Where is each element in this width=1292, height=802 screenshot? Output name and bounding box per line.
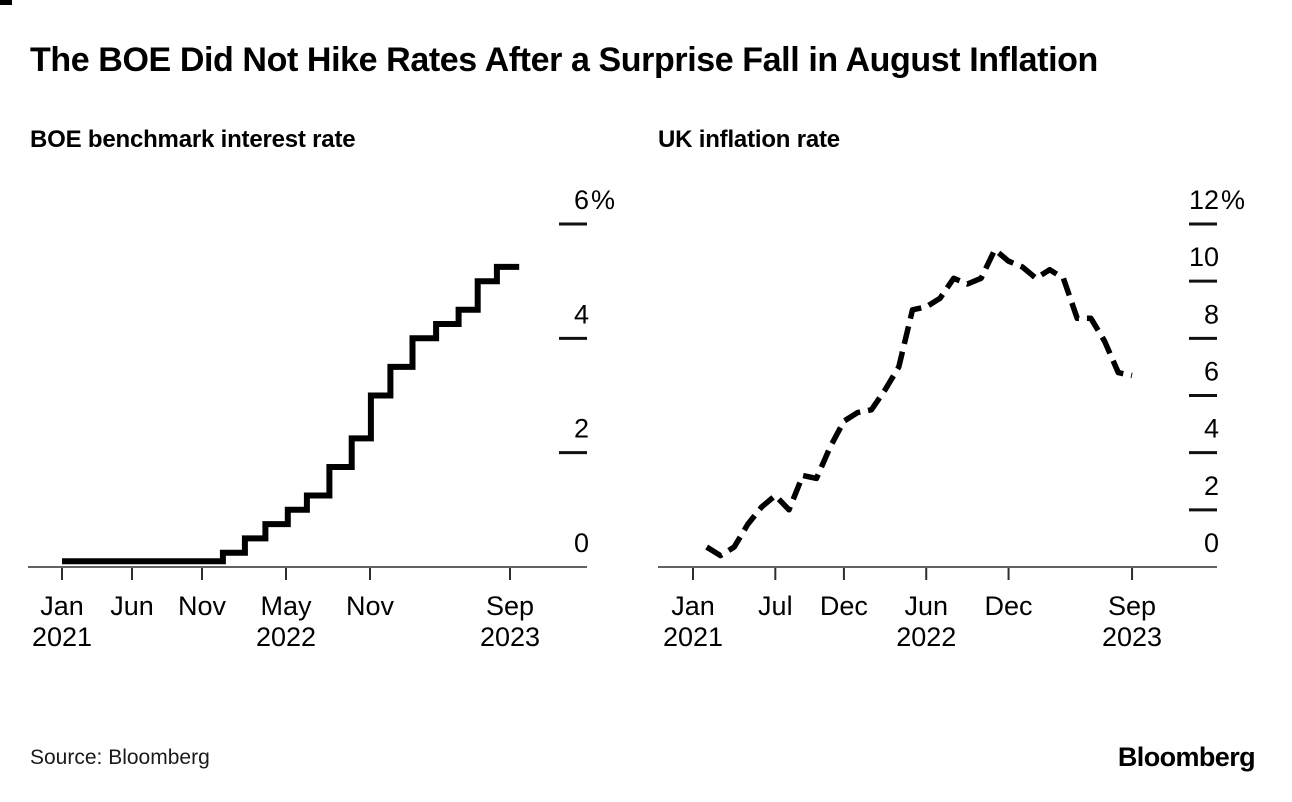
x-tick-label-month: Jun <box>110 591 154 621</box>
x-tick-label-year: 2022 <box>896 622 956 652</box>
page-edge-mark <box>0 0 12 5</box>
bloomberg-logo: Bloomberg <box>1117 742 1256 772</box>
x-tick-label-year: 2023 <box>1102 622 1162 652</box>
y-tick-label: 2 <box>1204 471 1219 501</box>
right-chart-title: UK inflation rate <box>658 126 840 153</box>
x-tick-label-month: Jun <box>904 591 948 621</box>
y-tick-label: 12 <box>1189 185 1219 215</box>
x-tick-label-month: Sep <box>486 591 534 621</box>
x-tick-label-month: Jan <box>40 591 84 621</box>
x-tick-label-month: Dec <box>985 591 1033 621</box>
x-tick-label-month: May <box>260 591 312 621</box>
y-tick-label: 8 <box>1204 299 1219 329</box>
y-tick-label: 2 <box>574 414 589 444</box>
page-title: The BOE Did Not Hike Rates After a Surpr… <box>30 41 1098 79</box>
x-tick-label-month: Jan <box>671 591 715 621</box>
x-tick-label-month: Jul <box>758 591 793 621</box>
y-tick-label: 0 <box>574 528 589 558</box>
x-tick-label-month: Sep <box>1108 591 1156 621</box>
x-tick-label-year: 2021 <box>32 622 92 652</box>
x-tick-label-month: Nov <box>346 591 395 621</box>
x-tick-label-month: Dec <box>820 591 868 621</box>
rate-step-line <box>62 263 520 565</box>
x-tick-label-year: 2022 <box>256 622 316 652</box>
y-axis-unit: % <box>1221 185 1245 215</box>
inflation-dashed-line <box>705 246 1133 559</box>
x-tick-label-month: Nov <box>178 591 227 621</box>
y-tick-label: 10 <box>1189 242 1219 272</box>
y-tick-label: 6 <box>574 185 589 215</box>
x-tick-label-year: 2023 <box>480 622 540 652</box>
left-chart-title: BOE benchmark interest rate <box>30 126 356 153</box>
source-note: Source: Bloomberg <box>30 746 210 769</box>
y-tick-label: 4 <box>1204 414 1219 444</box>
y-tick-label: 0 <box>1204 528 1219 558</box>
y-tick-label: 4 <box>574 299 589 329</box>
y-axis-unit: % <box>591 185 615 215</box>
y-tick-label: 6 <box>1204 357 1219 387</box>
x-tick-label-year: 2021 <box>663 622 723 652</box>
